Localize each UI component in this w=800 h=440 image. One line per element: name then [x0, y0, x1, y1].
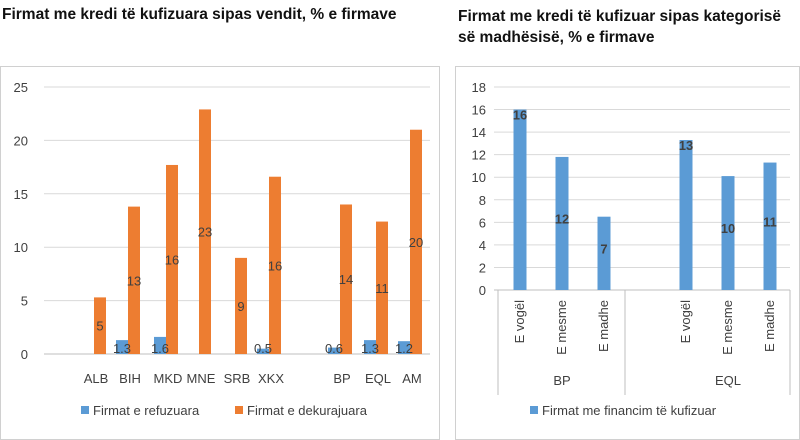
bar-dekurajuara: [376, 221, 388, 354]
left-y-tick-label: 5: [21, 294, 28, 309]
legend-swatch-dekurajuara: [235, 406, 243, 414]
legend-swatch-financim: [530, 406, 538, 414]
bar-refuzuara: [364, 340, 376, 354]
right-y-tick-label: 8: [479, 193, 486, 208]
left-x-tick-label: ALB: [84, 371, 109, 386]
left-chart-title: Firmat me kredi të kufizuara sipas vendi…: [2, 6, 397, 23]
right-group-label: EQL: [715, 373, 741, 388]
legend-label-financim: Firmat me financim të kufizuar: [542, 403, 717, 418]
data-label-refuzuara: 0.6: [325, 341, 343, 356]
bar-refuzuara: [154, 336, 166, 354]
bar-financim: [555, 156, 569, 290]
left-x-tick-label: EQL: [365, 371, 391, 386]
bar-dekurajuara: [166, 164, 178, 354]
data-label-dekurajuara: 5: [96, 319, 103, 334]
right-x-tick-label: E mesme: [554, 300, 569, 355]
data-label-dekurajuara: 16: [165, 252, 179, 267]
left-y-tick-label: 15: [14, 187, 28, 202]
bar-refuzuara: [116, 340, 128, 354]
data-label-refuzuara: 1.3: [361, 341, 379, 356]
bar-dekurajuara: [340, 204, 352, 354]
data-label-financim: 7: [600, 241, 607, 256]
legend-label-dekurajuara: Firmat e dekurajuara: [247, 403, 368, 418]
right-chart-frame: [455, 66, 800, 440]
left-x-tick-label: AM: [402, 371, 422, 386]
right-x-tick-label: E madhe: [762, 300, 777, 352]
bar-dekurajuara: [94, 297, 106, 354]
right-group-label: BP: [553, 373, 570, 388]
legend-label-refuzuara: Firmat e refuzuara: [93, 403, 200, 418]
data-label-financim: 16: [513, 108, 527, 123]
left-y-tick-label: 10: [14, 240, 28, 255]
right-x-tick-label: E madhe: [596, 300, 611, 352]
right-x-tick-label: E vogël: [678, 300, 693, 343]
data-label-dekurajuara: 16: [268, 258, 282, 273]
data-label-financim: 13: [679, 138, 693, 153]
bar-financim: [597, 216, 611, 290]
data-label-dekurajuara: 23: [198, 225, 212, 240]
right-y-tick-label: 2: [479, 260, 486, 275]
left-y-tick-label: 0: [21, 347, 28, 362]
right-y-tick-label: 12: [472, 148, 486, 163]
left-y-tick-label: 25: [14, 80, 28, 95]
left-y-tick-label: 20: [14, 133, 28, 148]
data-label-dekurajuara: 11: [375, 281, 389, 296]
right-chart-title: Firmat me kredi të kufizuar sipas katego…: [458, 8, 782, 46]
right-y-tick-label: 14: [472, 125, 486, 140]
right-x-tick-label: E vogël: [512, 300, 527, 343]
right-y-tick-label: 10: [472, 170, 486, 185]
bar-financim: [679, 140, 693, 290]
data-label-refuzuara: 1.6: [151, 341, 169, 356]
data-label-dekurajuara: 20: [409, 235, 423, 250]
left-x-tick-label: BIH: [119, 371, 141, 386]
left-chart-frame: [0, 66, 440, 440]
data-label-dekurajuara: 13: [127, 273, 141, 288]
bar-financim: [763, 162, 777, 290]
data-label-financim: 10: [721, 221, 735, 236]
data-label-financim: 12: [555, 211, 569, 226]
data-label-refuzuara: 1.2: [395, 341, 413, 356]
data-label-financim: 11: [763, 214, 777, 229]
right-y-tick-label: 18: [472, 80, 486, 95]
bar-dekurajuara: [128, 206, 140, 354]
left-x-tick-label: SRB: [224, 371, 251, 386]
left-x-tick-label: MNE: [187, 371, 216, 386]
left-x-tick-label: MKD: [154, 371, 183, 386]
right-y-tick-label: 4: [479, 238, 486, 253]
data-label-dekurajuara: 9: [237, 299, 244, 314]
right-y-tick-label: 16: [472, 103, 486, 118]
right-x-tick-label: E mesme: [720, 300, 735, 355]
bar-dekurajuara: [269, 176, 281, 354]
bar-refuzuara: [328, 347, 340, 354]
bar-financim: [513, 109, 527, 290]
legend-swatch-refuzuara: [81, 406, 89, 414]
right-y-tick-label: 6: [479, 215, 486, 230]
data-label-dekurajuara: 14: [339, 272, 353, 287]
left-x-tick-label: XKX: [258, 371, 284, 386]
right-y-tick-label: 0: [479, 283, 486, 298]
bar-financim: [721, 176, 735, 290]
data-label-refuzuara: 1.3: [113, 341, 131, 356]
bar-dekurajuara: [235, 257, 247, 354]
bar-refuzuara: [398, 341, 410, 354]
left-x-tick-label: BP: [333, 371, 350, 386]
bar-dekurajuara: [199, 109, 211, 354]
data-label-refuzuara: 0.5: [254, 341, 272, 356]
bar-dekurajuara: [410, 129, 422, 354]
bar-refuzuara: [257, 348, 269, 354]
